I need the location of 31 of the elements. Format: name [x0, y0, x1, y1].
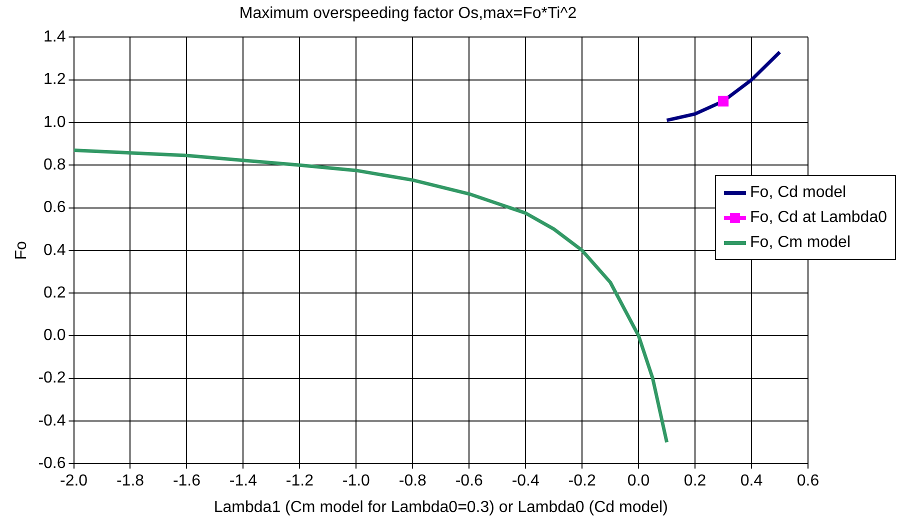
y-tick-label: 1.2 [44, 71, 66, 88]
x-tick-label: -1.2 [286, 472, 314, 490]
x-axis-title: Lambda1 (Cm model for Lambda0=0.3) or Lambda0 (Cd model) [214, 498, 668, 516]
x-tick-label: -0.8 [398, 472, 427, 490]
x-tick-label: -0.4 [512, 472, 540, 490]
x-tick-label: -1.6 [172, 472, 201, 490]
x-tick-label: 0.2 [684, 472, 706, 490]
legend-label: Fo, Cd at Lambda0 [750, 208, 887, 226]
y-tick-label: -0.6 [38, 455, 66, 472]
x-tick-label: -1.0 [342, 472, 370, 490]
chart-title: Maximum overspeeding factor Os,max=Fo*Ti^2 [239, 5, 577, 22]
y-tick-label: 0.0 [44, 327, 66, 344]
y-tick-label: -0.4 [38, 412, 66, 430]
y-tick-label: 0.4 [44, 242, 66, 259]
x-tick-label: -0.6 [455, 472, 484, 490]
y-tick-label: 0.6 [44, 199, 66, 216]
x-tick-label: -2.0 [60, 472, 88, 490]
y-tick-label: 0.8 [44, 156, 66, 174]
x-tick-label: -0.2 [568, 472, 596, 490]
y-tick-label: 0.2 [44, 284, 66, 302]
x-tick-label: 0.4 [740, 472, 763, 490]
y-tick-label: -0.2 [38, 370, 66, 387]
x-tick-label: -1.8 [116, 472, 144, 490]
y-tick-label: 1.4 [44, 28, 66, 46]
legend-label: Fo, Cd model [750, 184, 846, 202]
x-tick-label: 0.6 [796, 472, 820, 490]
x-tick-label: -1.4 [229, 472, 258, 490]
y-tick-label: 1.0 [44, 114, 66, 131]
y-axis-title: Fo [13, 240, 30, 260]
legend-label: Fo, Cm model [750, 234, 850, 252]
x-tick-label: 0.0 [627, 472, 650, 490]
